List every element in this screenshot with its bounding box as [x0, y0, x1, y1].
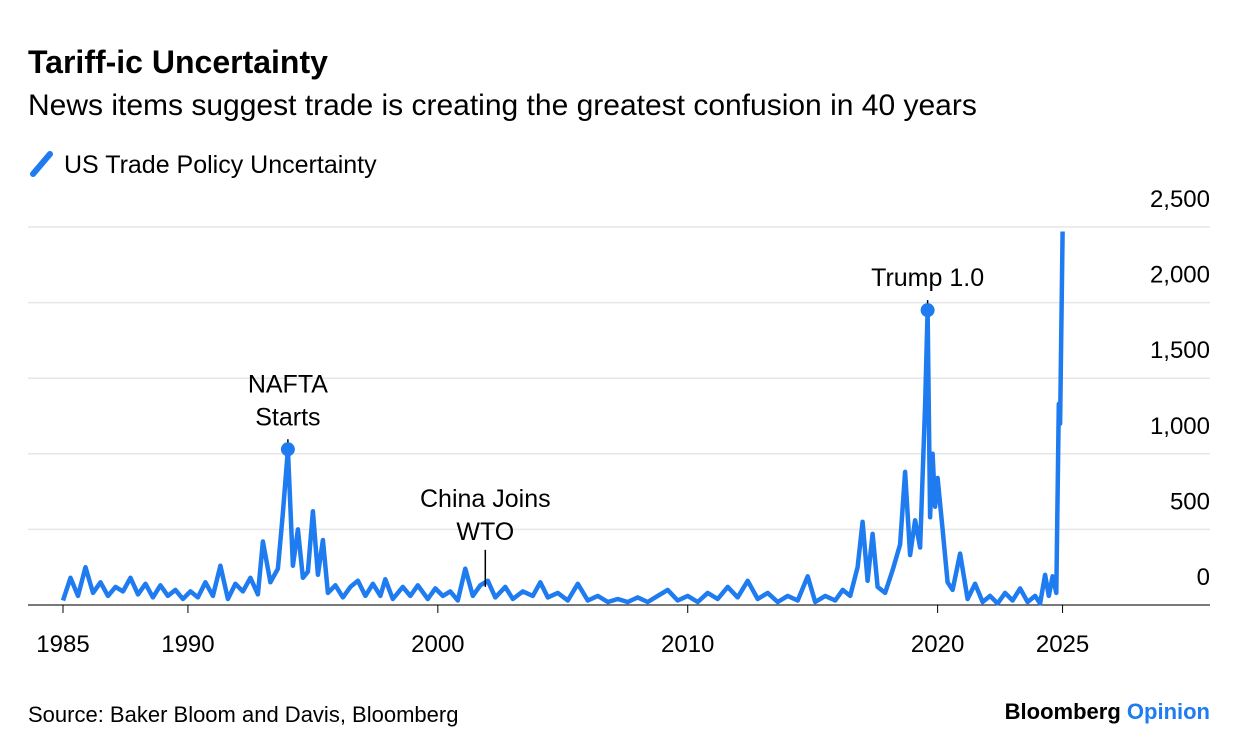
annotation-dot [280, 442, 295, 457]
x-tick-label: 2000 [411, 631, 464, 658]
y-tick-label: 2,500 [1150, 186, 1210, 213]
y-tick-label: 1,500 [1150, 337, 1210, 364]
chart-subtitle: News items suggest trade is creating the… [28, 89, 977, 122]
chart-title: Tariff-ic Uncertainty [28, 44, 328, 80]
annotation-text: NAFTA [248, 370, 328, 398]
brand-name: Bloomberg [1005, 699, 1121, 724]
legend-swatch [30, 151, 53, 177]
x-tick-label: 1985 [36, 631, 89, 658]
y-tick-label: 0 [1197, 564, 1210, 591]
annotation-text: Starts [255, 403, 320, 431]
y-tick-label: 500 [1170, 488, 1210, 515]
y-tick-label: 1,000 [1150, 413, 1210, 440]
y-tick-label: 2,000 [1150, 262, 1210, 289]
source: Source: Baker Bloom and Davis, Bloomberg [28, 702, 458, 727]
brand-section: Opinion [1127, 699, 1210, 724]
x-tick-label: 2025 [1036, 631, 1089, 658]
series-line [60, 231, 1065, 606]
annotation-dot [920, 303, 935, 318]
annotation-text: Trump 1.0 [871, 264, 984, 292]
legend-label: US Trade Policy Uncertainty [64, 151, 377, 179]
x-tick-label: 2010 [661, 631, 714, 658]
annotation-text: WTO [456, 518, 514, 546]
brand: Bloomberg Opinion [1005, 699, 1210, 724]
x-tick-label: 1990 [161, 631, 214, 658]
x-tick-label: 2020 [911, 631, 964, 658]
annotation-text: China Joins [420, 485, 551, 513]
